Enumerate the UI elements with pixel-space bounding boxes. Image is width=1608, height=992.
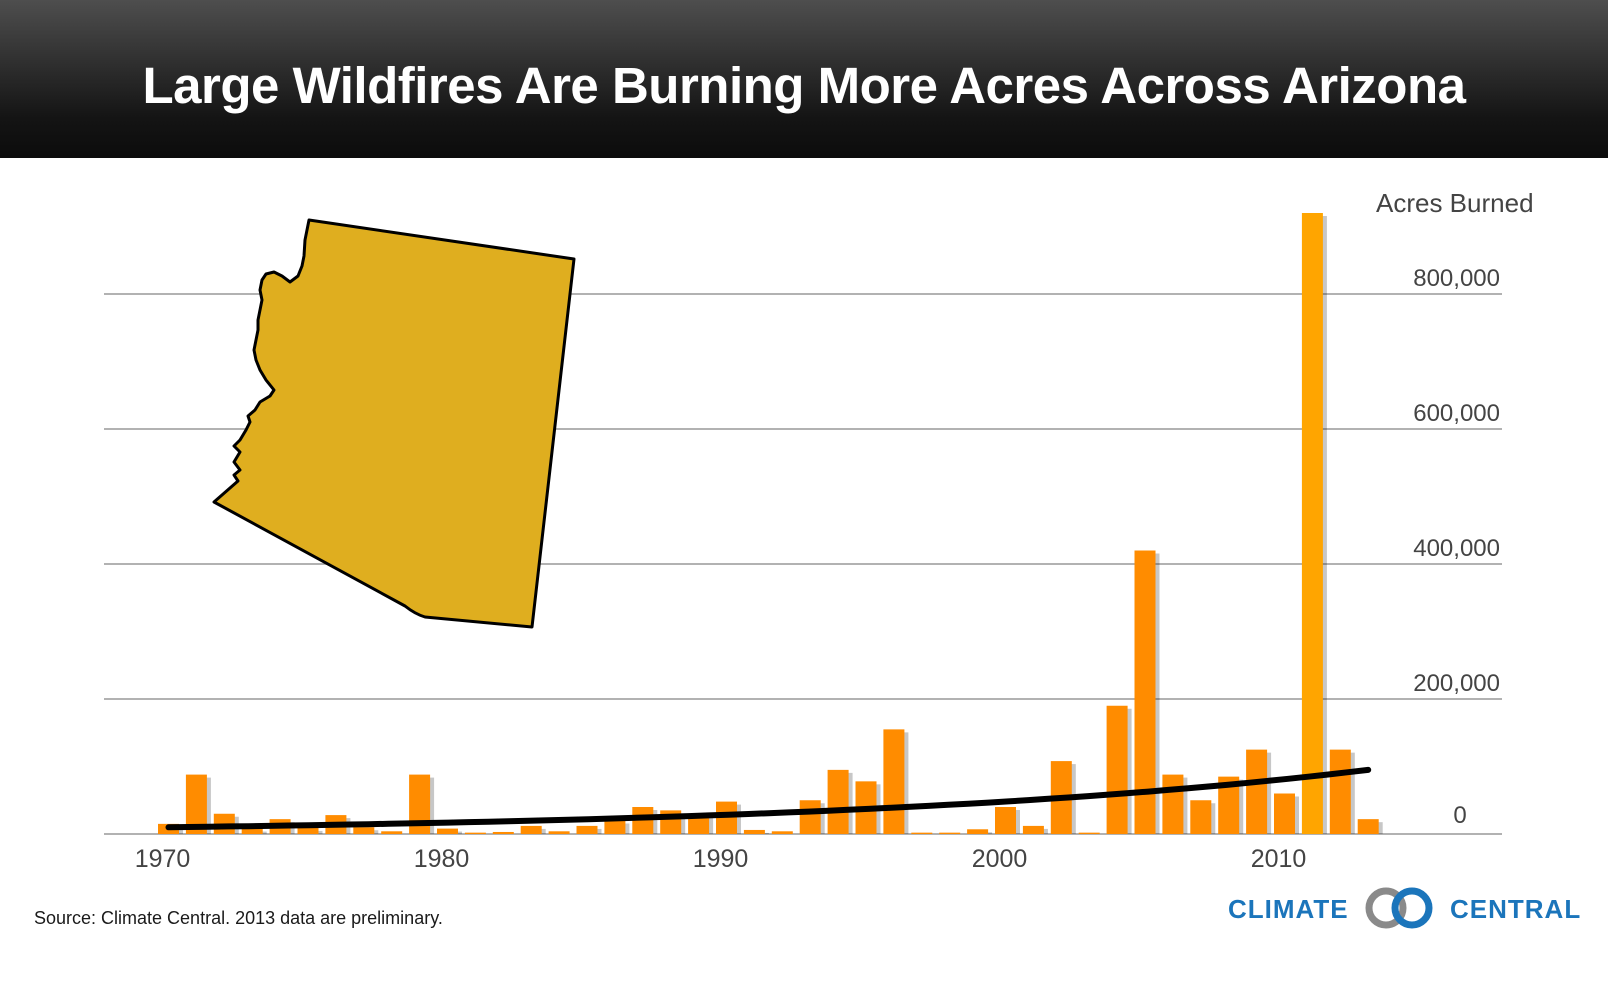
bar-1984 (548, 831, 570, 834)
bar-1971 (185, 774, 207, 834)
x-tick-label: 1990 (693, 845, 749, 873)
logo-right-word: CENTRAL (1450, 894, 1582, 924)
bar-1997 (911, 832, 933, 834)
header-bar (0, 0, 1608, 158)
climate-central-logo: CLIMATE CENTRAL (1228, 886, 1582, 930)
y-tick-labels: 0 200,000 400,000 600,000 800,000 (1413, 265, 1500, 829)
bar-1993 (799, 800, 821, 834)
bar-1996 (883, 729, 905, 834)
bar-1978 (381, 831, 403, 834)
y-tick-label: 600,000 (1413, 400, 1500, 427)
logo-rings-icon (1365, 887, 1433, 929)
x-tick-label: 1980 (414, 845, 470, 873)
x-tick-label: 1970 (135, 845, 191, 873)
bar-1983 (520, 825, 542, 834)
x-tick-label: 2010 (1251, 845, 1307, 873)
bar-2007 (1190, 800, 1212, 834)
bar-1980 (437, 828, 458, 834)
y-axis-label: Acres Burned (1376, 188, 1534, 218)
bar-2008 (1218, 776, 1240, 834)
bar-1979 (409, 774, 431, 834)
bar-1975 (297, 827, 319, 834)
source-note: Source: Climate Central. 2013 data are p… (34, 908, 443, 928)
bar-2011 (1301, 213, 1323, 834)
logo-left-word: CLIMATE (1228, 894, 1349, 924)
y-tick-label: 400,000 (1413, 535, 1500, 562)
bar-2000 (995, 807, 1016, 834)
x-tick-labels: 1970 1980 1990 2000 2010 (135, 845, 1307, 873)
arizona-map-icon (212, 218, 576, 629)
y-tick-label: 200,000 (1413, 670, 1500, 697)
bar-2004 (1106, 705, 1128, 834)
bar-2006 (1162, 774, 1184, 834)
bar-1985 (576, 825, 598, 834)
trend-line (165, 766, 1372, 831)
bar-1977 (353, 827, 375, 834)
bar-2001 (1022, 825, 1044, 834)
bar-2012 (1329, 749, 1351, 834)
y-tick-label: 0 (1453, 802, 1466, 829)
bar-2013 (1357, 819, 1379, 834)
bar-2003 (1078, 832, 1100, 834)
bar-1998 (939, 832, 961, 834)
bar-2009 (1246, 749, 1268, 834)
bar-2010 (1274, 793, 1295, 834)
page-title: Large Wildfires Are Burning More Acres A… (142, 57, 1466, 114)
y-tick-label: 800,000 (1413, 265, 1500, 292)
x-tick-label: 2000 (972, 845, 1028, 873)
bar-1990 (716, 801, 737, 834)
bar-1999 (967, 829, 989, 834)
bar-1973 (241, 828, 263, 834)
bar-1992 (771, 831, 793, 834)
bar-1986 (604, 820, 626, 834)
bar-1994 (827, 769, 849, 834)
bar-1981 (464, 832, 486, 834)
bar-1991 (743, 829, 765, 834)
bar-1982 (492, 831, 514, 834)
bar-2005 (1134, 550, 1156, 834)
